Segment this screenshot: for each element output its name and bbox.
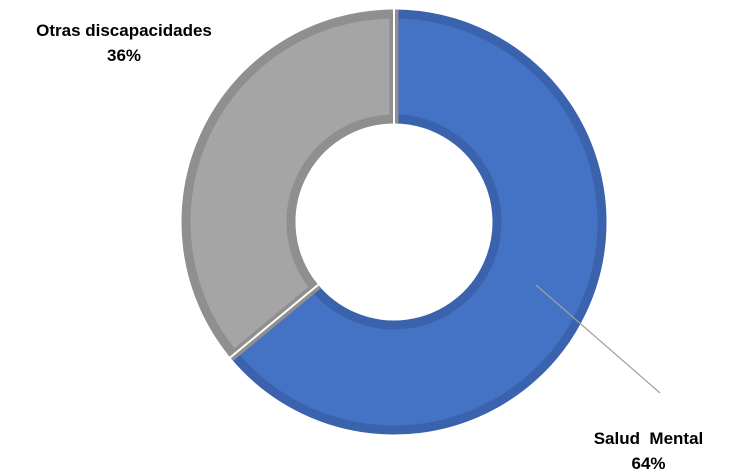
slice-separator <box>229 283 320 359</box>
data-label-salud-name: Salud Mental <box>593 429 704 448</box>
slice-salud-mental <box>227 9 607 435</box>
slice-otras-discapacidades <box>181 9 399 361</box>
data-label-salud-percent: 64% <box>631 454 666 473</box>
data-label-otras-percent: 36% <box>106 46 142 65</box>
data-label-otras-discapacidades: Otras discapacidades 36% <box>8 18 240 68</box>
donut-slices <box>181 9 607 435</box>
salud-mental-leader-line <box>535 284 661 394</box>
data-label-salud-mental: Salud Mental 64% <box>566 426 731 476</box>
data-label-otras-name: Otras discapacidades <box>36 21 212 40</box>
